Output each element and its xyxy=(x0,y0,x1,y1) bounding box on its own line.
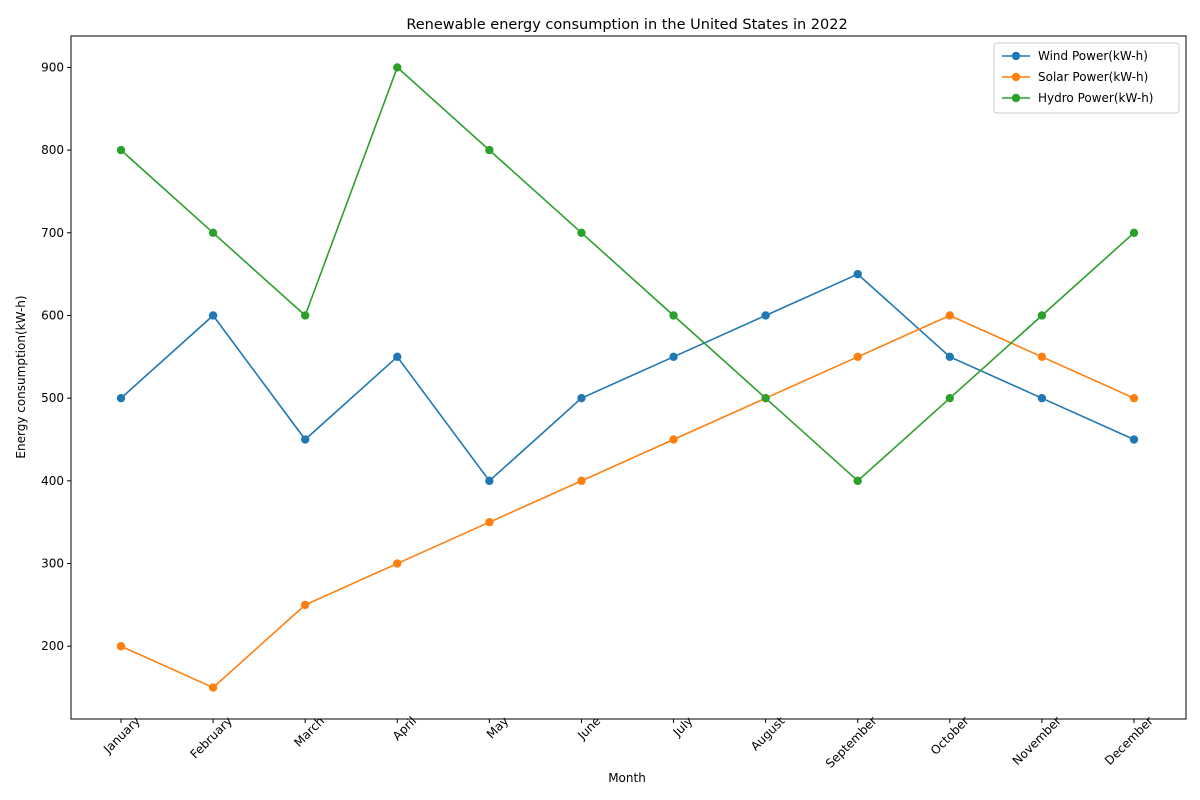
y-tick-label: 400 xyxy=(41,474,64,488)
data-point xyxy=(945,393,955,403)
legend-swatch-marker xyxy=(1011,51,1021,61)
y-axis: 200 300 400 500 600 700 800 900 xyxy=(41,60,71,653)
data-point xyxy=(116,145,126,155)
data-point xyxy=(485,145,494,155)
data-point xyxy=(1037,352,1047,362)
data-point xyxy=(1037,311,1047,320)
data-point xyxy=(945,352,955,362)
legend-swatch-marker xyxy=(1011,93,1021,103)
data-point xyxy=(208,683,218,692)
data-point xyxy=(300,600,310,610)
data-point xyxy=(853,476,862,486)
x-tick-label: August xyxy=(748,714,788,754)
data-point xyxy=(208,311,218,320)
plot-frame xyxy=(70,35,1187,720)
data-point xyxy=(853,269,862,279)
x-tick-label: June xyxy=(574,714,603,743)
x-tick-label: February xyxy=(188,714,236,762)
data-point xyxy=(945,311,955,320)
chart-title: Renewable energy consumption in the Unit… xyxy=(406,17,847,33)
legend-entry-label: Hydro Power(kW-h) xyxy=(1038,91,1153,105)
x-tick-label: April xyxy=(390,714,419,743)
legend-swatch-marker xyxy=(1011,72,1021,82)
legend-box xyxy=(993,42,1180,114)
data-point xyxy=(577,476,586,486)
data-point xyxy=(485,476,494,486)
y-tick-label: 200 xyxy=(41,639,64,653)
x-axis-label: Month xyxy=(608,771,646,785)
x-axis: January February March April May June July Augu… xyxy=(100,714,1156,771)
data-point xyxy=(393,63,402,72)
x-tick-label: September xyxy=(823,714,880,771)
data-point xyxy=(485,518,494,527)
data-point xyxy=(853,352,862,362)
data-point xyxy=(1129,393,1139,403)
data-point xyxy=(669,435,678,444)
y-tick-label: 900 xyxy=(41,60,64,74)
data-point xyxy=(116,642,126,651)
data-point xyxy=(208,228,218,237)
x-tick-label: November xyxy=(1010,714,1064,768)
y-tick-label: 600 xyxy=(41,308,64,322)
data-point xyxy=(761,311,770,320)
data-point xyxy=(300,311,310,320)
data-point xyxy=(761,393,770,403)
data-point xyxy=(669,352,678,362)
data-point xyxy=(300,435,310,444)
data-point xyxy=(393,352,402,362)
series-line-3 xyxy=(120,66,1135,482)
y-tick-label: 300 xyxy=(41,557,64,571)
legend: Wind Power(kW-h) Solar Power(kW-h) Hydro P… xyxy=(993,42,1180,114)
y-tick-label: 700 xyxy=(41,226,64,240)
data-point xyxy=(669,311,678,320)
data-point xyxy=(393,559,402,568)
x-tick-label: December xyxy=(1102,714,1156,768)
series-layer xyxy=(116,63,1139,692)
x-tick-label: July xyxy=(670,714,696,740)
series-line-2 xyxy=(120,314,1135,689)
series-line-1 xyxy=(120,273,1135,483)
data-point xyxy=(577,393,586,403)
data-point xyxy=(1129,435,1139,444)
y-axis-label: Energy consumption(kW-h) xyxy=(14,295,28,458)
data-point xyxy=(1037,393,1047,403)
legend-entry-label: Wind Power(kW-h) xyxy=(1038,49,1148,63)
legend-entry-label: Solar Power(kW-h) xyxy=(1038,70,1148,84)
y-tick-label: 500 xyxy=(41,391,64,405)
x-tick-label: January xyxy=(100,714,143,757)
y-tick-label: 800 xyxy=(41,143,64,157)
data-point xyxy=(1129,228,1139,237)
data-point xyxy=(577,228,586,237)
x-tick-label: May xyxy=(484,714,511,741)
data-point xyxy=(116,393,126,403)
